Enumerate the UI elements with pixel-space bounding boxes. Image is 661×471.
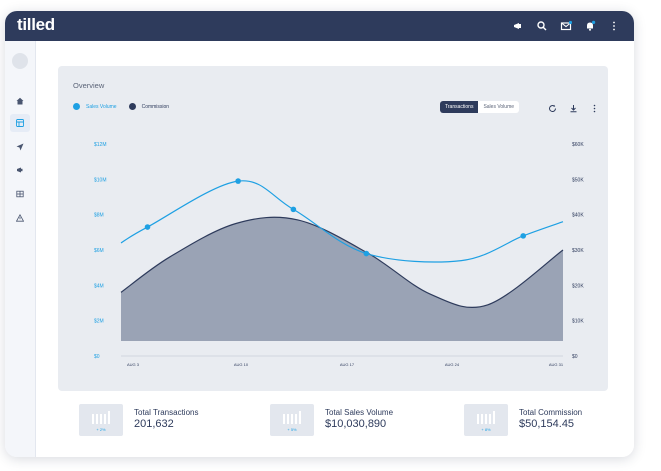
y-tick-label-left: $12M: [94, 142, 107, 148]
sidebar-item-tables[interactable]: [10, 185, 30, 203]
toggle-sales-volume[interactable]: Sales Volume: [478, 101, 520, 113]
bar-chart-icon: [477, 411, 495, 424]
sidebar-item-send[interactable]: [10, 138, 30, 156]
y-tick-label-right: $50K: [572, 177, 584, 183]
stat-label: Total Commission: [519, 408, 583, 417]
send-icon: [16, 143, 24, 151]
y-tick-label-right: $30K: [572, 248, 584, 254]
sidebar-item-campaigns[interactable]: [10, 161, 30, 179]
metric-toggle: Transactions Sales Volume: [440, 101, 520, 113]
stat-sparkline-box: + 2%: [79, 404, 123, 436]
sales-volume-line: [120, 180, 564, 263]
search-icon[interactable]: [536, 19, 548, 31]
overview-title: Overview: [73, 81, 105, 90]
megaphone-icon[interactable]: [512, 19, 524, 31]
sales-volume-point: [290, 206, 297, 213]
commission-area: [121, 217, 563, 341]
warning-icon: [16, 214, 24, 222]
grid-icon: [16, 119, 24, 127]
y-tick-label-left: $4M: [94, 283, 104, 289]
download-icon[interactable]: [569, 100, 578, 113]
logo[interactable]: tilled: [17, 15, 55, 34]
home-icon: [16, 97, 24, 105]
y-tick-label-right: $0: [572, 354, 578, 360]
stat-value: $50,154.45: [519, 418, 575, 430]
sidebar-item-alerts[interactable]: [10, 209, 30, 227]
main-content: Overview Sales Volume Commission Transac…: [36, 41, 634, 457]
chart-tools: [548, 100, 599, 113]
y-tick-label-left: $2M: [94, 319, 104, 325]
app-window: tilled: [5, 11, 634, 457]
x-tick-label: AUG 3: [127, 362, 140, 367]
legend-swatch-sales-volume: [73, 103, 80, 110]
sales-volume-point: [363, 250, 370, 257]
y-tick-label-right: $10K: [572, 319, 584, 325]
stat-sparkline-box: + 8%: [464, 404, 508, 436]
y-tick-label-left: $6M: [94, 248, 104, 254]
overview-chart: $0 $2M $4M $6M $8M $10M $12M $0 $10K $20K $30K $40K…: [94, 142, 584, 367]
top-icons: [512, 19, 620, 31]
y-tick-label-left: $10M: [94, 177, 107, 183]
y-tick-label-left: $8M: [94, 213, 104, 219]
sales-volume-point: [235, 178, 241, 184]
legend-label-sales-volume[interactable]: Sales Volume: [86, 103, 117, 110]
bar-chart-icon: [92, 411, 110, 424]
avatar[interactable]: [12, 53, 28, 69]
sidebar: [5, 41, 36, 457]
sales-volume-point: [144, 224, 151, 230]
y-tick-label-left: $0: [94, 354, 100, 360]
stat-label: Total Transactions: [134, 408, 199, 417]
legend-label-commission[interactable]: Commission: [141, 103, 170, 110]
stat-value: 201,632: [134, 418, 174, 430]
overview-card: Overview Sales Volume Commission Transac…: [58, 66, 608, 391]
stat-change: + 8%: [481, 427, 491, 432]
x-tick-label: AUG 17: [340, 362, 355, 367]
stat-change: + 5%: [287, 427, 297, 432]
bell-icon[interactable]: [584, 19, 596, 31]
y-tick-label-right: $20K: [572, 283, 584, 289]
commission-line: [120, 216, 564, 309]
toggle-transactions[interactable]: Transactions: [440, 101, 479, 113]
stat-value: $10,030,890: [325, 418, 387, 430]
sidebar-item-dashboard[interactable]: [10, 114, 30, 132]
refresh-icon[interactable]: [548, 100, 557, 112]
y-tick-label-right: $40K: [572, 213, 584, 219]
y-tick-label-right: $60K: [572, 142, 584, 148]
stat-change: + 2%: [96, 427, 106, 432]
more-vertical-icon[interactable]: [590, 100, 599, 113]
more-vertical-icon[interactable]: [608, 19, 620, 31]
stat-label: Total Sales Volume: [325, 408, 394, 417]
chart-legend: Sales Volume Commission: [73, 103, 175, 110]
table-icon: [16, 190, 24, 198]
sidebar-item-home[interactable]: [10, 92, 30, 110]
x-tick-label: AUG 31: [549, 362, 564, 367]
mail-icon[interactable]: [560, 19, 573, 31]
top-bar: tilled: [5, 11, 634, 41]
sales-volume-point: [520, 233, 527, 239]
x-tick-label: AUG 24: [445, 362, 460, 367]
legend-swatch-commission: [128, 103, 136, 110]
stat-sparkline-box: + 5%: [270, 404, 314, 436]
bar-chart-icon: [283, 411, 301, 424]
x-tick-label: AUG 10: [234, 362, 249, 367]
megaphone-icon: [17, 167, 23, 173]
